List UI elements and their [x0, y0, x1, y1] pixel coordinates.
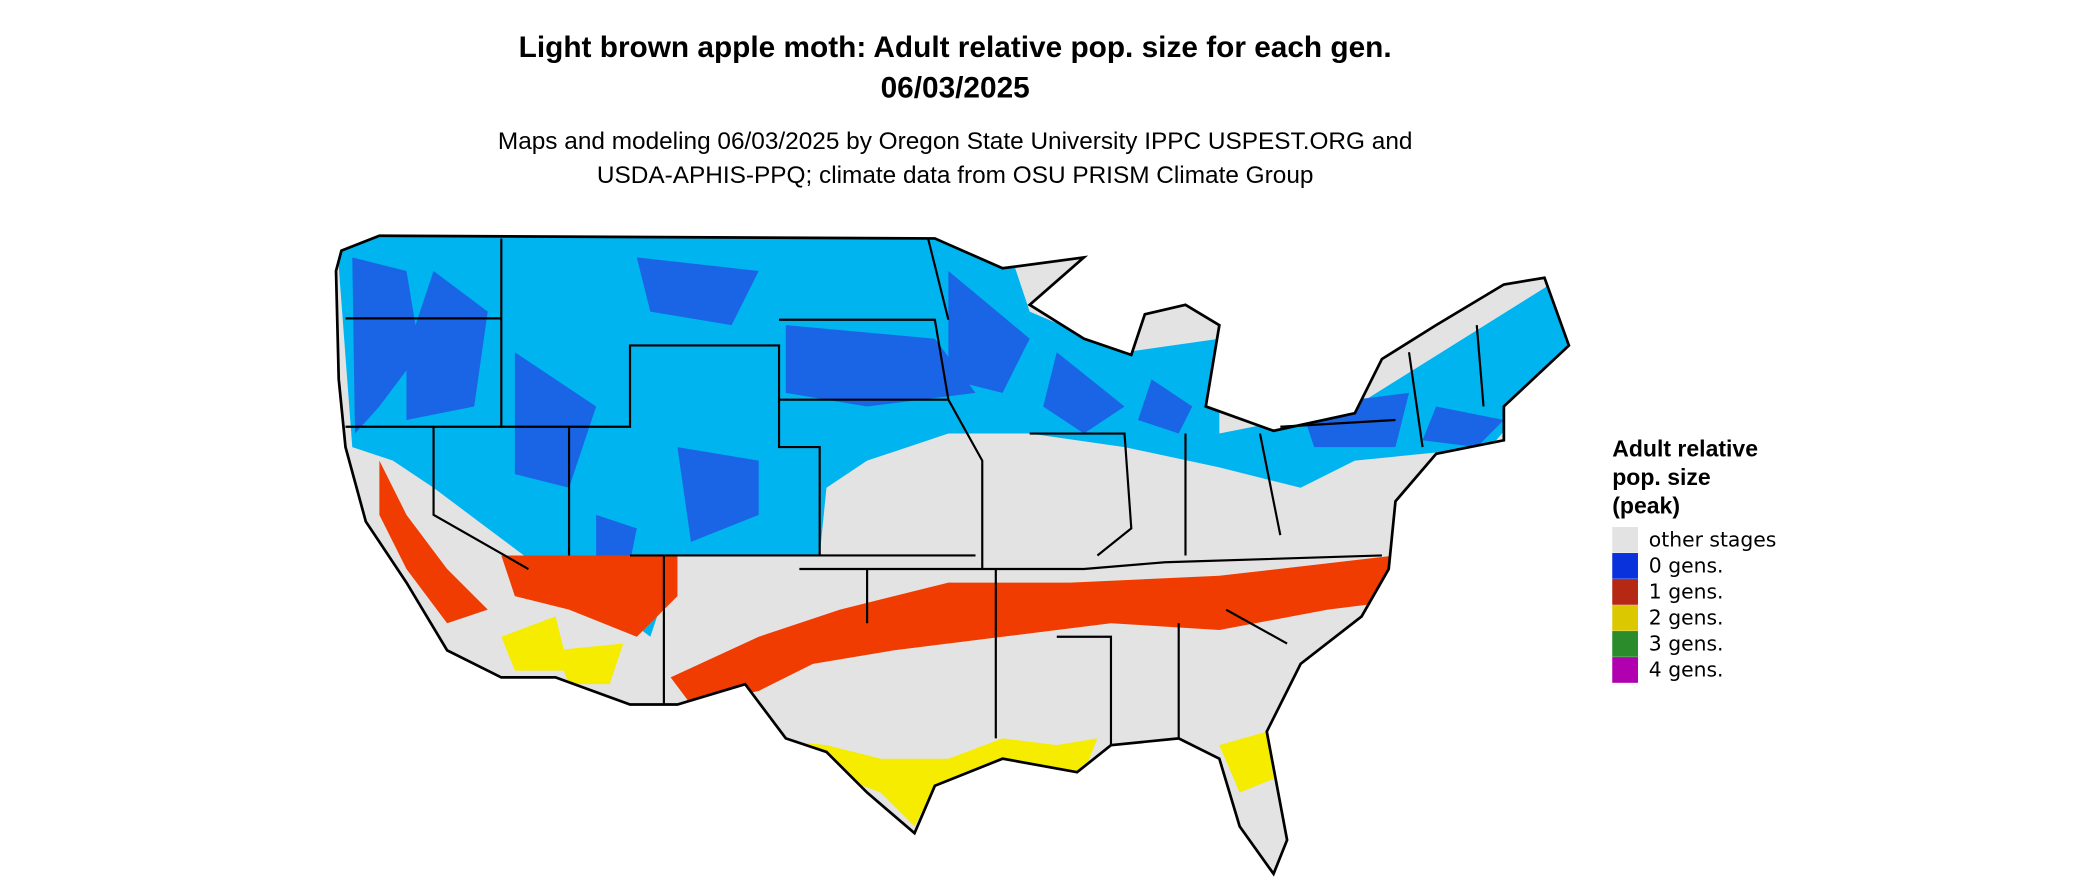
- title-line: 06/03/2025: [881, 72, 1030, 105]
- legend-title: Adult relative: [1612, 436, 1758, 462]
- legend-title: pop. size: [1612, 464, 1711, 490]
- legend-label: 1 gens.: [1649, 580, 1724, 604]
- legend-label: 4 gens.: [1649, 658, 1724, 682]
- subtitle-line: USDA-APHIS-PPQ; climate data from OSU PR…: [597, 162, 1314, 189]
- state-borders: [345, 238, 1485, 746]
- legend-label: 3 gens.: [1649, 632, 1724, 656]
- legend-swatch: [1612, 631, 1638, 657]
- legend-label: other stages: [1649, 528, 1777, 552]
- legend-label: 0 gens.: [1649, 554, 1724, 578]
- legend-swatch: [1612, 527, 1638, 553]
- legend-swatch: [1612, 579, 1638, 605]
- legend-swatch: [1612, 605, 1638, 631]
- title-line: Light brown apple moth: Adult relative p…: [519, 31, 1392, 64]
- legend-swatch: [1612, 657, 1638, 683]
- legend-swatch: [1612, 553, 1638, 579]
- legend-title: (peak): [1612, 492, 1680, 518]
- legend-label: 2 gens.: [1649, 606, 1724, 630]
- legend: Adult relative pop. size (peak) other st…: [1612, 436, 1776, 683]
- subtitle-line: Maps and modeling 06/03/2025 by Oregon S…: [498, 128, 1413, 155]
